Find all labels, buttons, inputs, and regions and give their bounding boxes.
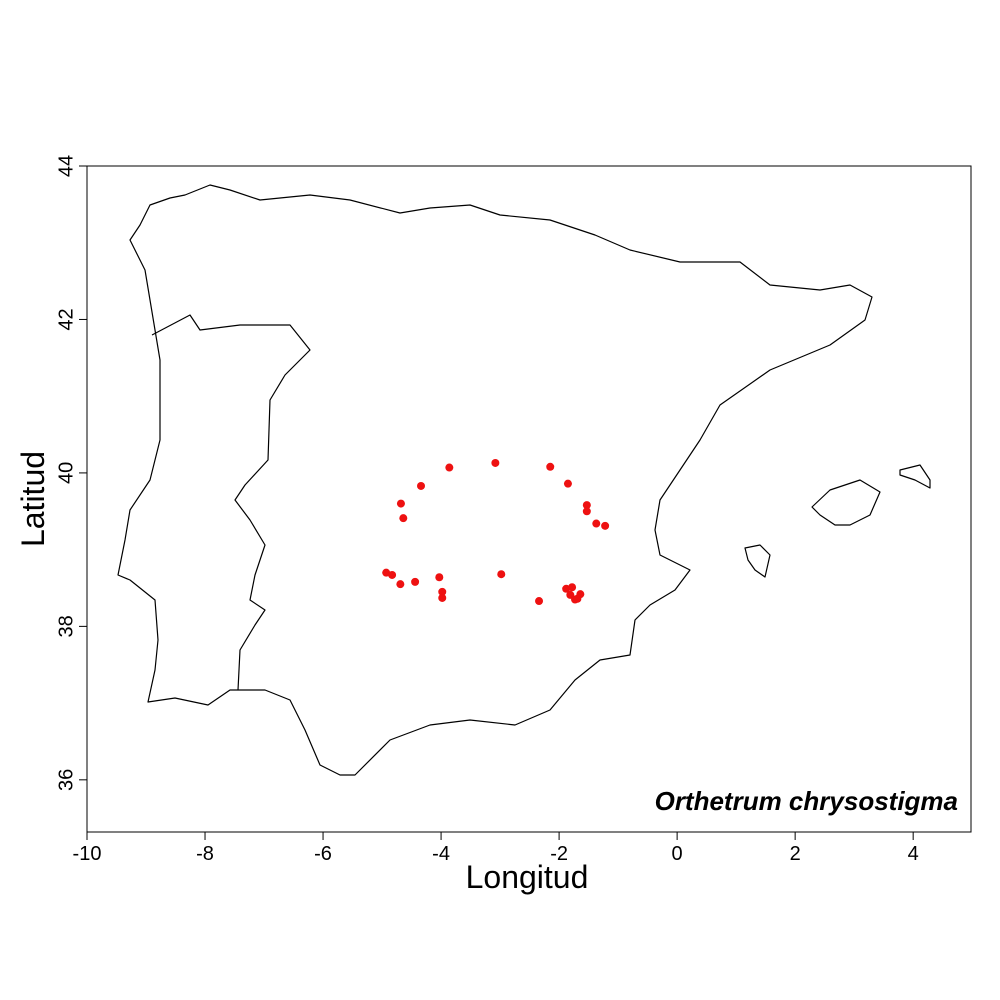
occurrence-point bbox=[438, 587, 447, 596]
menorca bbox=[899, 464, 931, 489]
y-tick-label: 42 bbox=[55, 308, 77, 330]
mallorca bbox=[811, 479, 881, 526]
occurrence-point bbox=[582, 501, 591, 510]
x-tick-label: -2 bbox=[550, 843, 568, 865]
occurrence-point bbox=[491, 458, 500, 467]
occurrence-point bbox=[568, 583, 577, 592]
occurrence-point bbox=[396, 580, 405, 589]
occurrence-point bbox=[399, 514, 408, 523]
y-tick-label: 36 bbox=[55, 769, 77, 791]
occurrence-point bbox=[535, 597, 544, 606]
occurrence-point bbox=[601, 521, 610, 530]
occurrence-point bbox=[411, 577, 420, 586]
occurrence-point bbox=[546, 462, 555, 471]
x-tick-label: 0 bbox=[672, 843, 683, 865]
y-tick-label: 44 bbox=[55, 155, 77, 177]
iberia-coast bbox=[117, 184, 873, 776]
x-tick-label: -8 bbox=[196, 843, 214, 865]
portugal-border bbox=[151, 314, 311, 691]
y-tick-label: 38 bbox=[55, 615, 77, 637]
x-tick-label: -6 bbox=[314, 843, 332, 865]
occurrence-point bbox=[396, 499, 405, 508]
occurrence-point bbox=[563, 479, 572, 488]
occurrence-point bbox=[417, 481, 426, 490]
occurrence-point bbox=[445, 463, 454, 472]
ibiza bbox=[744, 544, 771, 578]
y-tick-label: 40 bbox=[55, 462, 77, 484]
species-annotation: Orthetrum chrysostigma bbox=[655, 786, 958, 816]
occurrence-point bbox=[573, 594, 582, 603]
occurrence-point bbox=[388, 570, 397, 579]
map-outline bbox=[117, 184, 931, 776]
plot-frame bbox=[86, 165, 972, 833]
x-axis-label: Longitud bbox=[466, 859, 589, 895]
occurrence-point bbox=[497, 570, 506, 579]
x-tick-label: 2 bbox=[790, 843, 801, 865]
occurrence-point bbox=[438, 593, 447, 602]
occurrence-point bbox=[592, 519, 601, 528]
occurrence-point bbox=[435, 573, 444, 582]
x-tick-label: -10 bbox=[73, 843, 102, 865]
occurrence-point bbox=[582, 507, 591, 516]
y-axis-label: Latitud bbox=[15, 451, 51, 547]
x-tick-label: -4 bbox=[432, 843, 450, 865]
x-tick-label: 4 bbox=[908, 843, 919, 865]
